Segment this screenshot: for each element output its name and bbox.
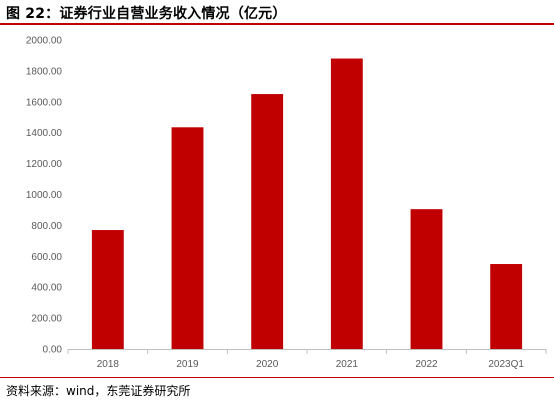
bar-2019 xyxy=(171,127,204,349)
bar-series xyxy=(91,58,523,349)
y-tick-label: 800.00 xyxy=(31,221,62,232)
bar-chart: 0.00 200.00 400.00 600.00 800.00 1000.00 1200.… xyxy=(26,36,547,370)
title-rule xyxy=(0,23,554,25)
x-tick-label: 2018 xyxy=(97,359,120,370)
x-tick-label: 2023Q1 xyxy=(488,359,524,370)
y-axis: 0.00 200.00 400.00 600.00 800.00 1000.00 1200.… xyxy=(26,36,63,356)
figure-title: 图 22：证券行业自营业务收入情况（亿元） xyxy=(6,6,287,22)
y-tick-label: 1000.00 xyxy=(26,190,63,201)
bar-2020 xyxy=(251,94,284,349)
x-tick-label: 2021 xyxy=(336,359,359,370)
y-tick-label: 0.00 xyxy=(43,345,63,356)
x-axis: 2018 2019 2020 2021 2022 2023Q1 xyxy=(67,349,547,370)
y-tick-label: 1400.00 xyxy=(26,128,63,139)
y-tick-label: 200.00 xyxy=(31,314,62,325)
x-tick-label: 2019 xyxy=(176,359,199,370)
y-tick-label: 1600.00 xyxy=(26,97,63,108)
bar-2018 xyxy=(91,230,124,349)
y-tick-label: 600.00 xyxy=(31,252,62,263)
source-note: 资料来源：wind，东莞证券研究所 xyxy=(6,384,191,398)
y-tick-label: 1800.00 xyxy=(26,66,63,77)
y-tick-label: 400.00 xyxy=(31,283,62,294)
bar-2022 xyxy=(410,209,443,349)
x-tick-label: 2020 xyxy=(256,359,279,370)
x-tick-label: 2022 xyxy=(415,359,438,370)
bar-2023Q1 xyxy=(490,264,523,349)
source-rule xyxy=(0,377,554,378)
y-tick-label: 2000.00 xyxy=(26,36,63,47)
bar-2021 xyxy=(330,58,363,349)
y-tick-label: 1200.00 xyxy=(26,159,63,170)
